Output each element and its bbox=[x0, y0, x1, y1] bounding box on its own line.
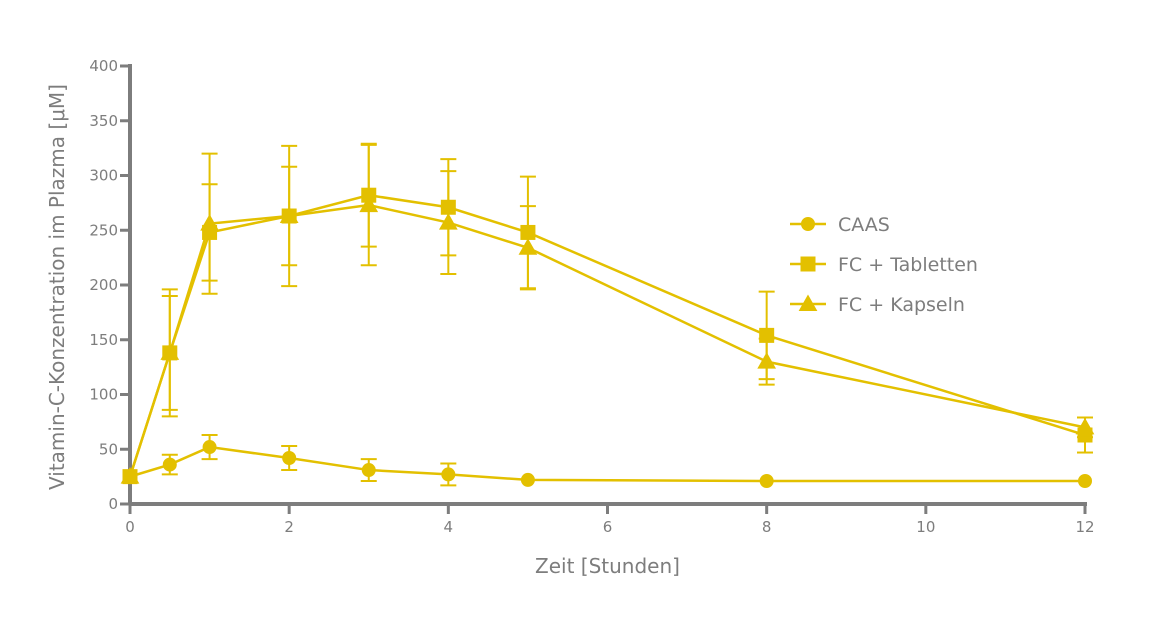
data-point-circle bbox=[759, 474, 774, 489]
data-point-circle bbox=[441, 467, 456, 482]
x-tick-label: 0 bbox=[125, 518, 135, 536]
series-triangle bbox=[120, 143, 1095, 484]
series-circle bbox=[123, 434, 1092, 489]
data-point-triangle bbox=[160, 343, 180, 360]
data-point-circle bbox=[1078, 474, 1092, 489]
data-point-triangle bbox=[120, 467, 140, 484]
legend-label: FC + Kapseln bbox=[838, 294, 965, 316]
legend-item: CAAS bbox=[790, 214, 890, 236]
data-point-triangle bbox=[518, 238, 538, 255]
legend-item: FC + Tabletten bbox=[790, 254, 978, 276]
data-point-triangle bbox=[359, 195, 379, 213]
data-point-triangle bbox=[279, 206, 299, 224]
x-axis-title: Zeit [Stunden] bbox=[535, 554, 680, 578]
legend-label: CAAS bbox=[838, 214, 890, 236]
series-line bbox=[129, 445, 1085, 483]
y-tick-label: 200 bbox=[89, 276, 118, 294]
y-tick-label: 0 bbox=[108, 495, 118, 513]
legend-marker-triangle bbox=[798, 294, 818, 311]
y-tick-label: 100 bbox=[89, 386, 118, 404]
x-tick-label: 4 bbox=[444, 518, 454, 536]
series-line bbox=[128, 193, 1086, 478]
y-axis-title: Vitamin-C-Konzentration im Plazma [μM] bbox=[45, 84, 69, 490]
legend-marker-circle bbox=[801, 217, 815, 231]
x-tick-label: 10 bbox=[916, 518, 935, 536]
legend-item: FC + Kapseln bbox=[790, 294, 965, 316]
data-point-circle bbox=[361, 463, 376, 478]
data-point-circle bbox=[282, 451, 297, 466]
data-point-triangle bbox=[1075, 417, 1095, 435]
legend: CAAS FC + Tabletten FC + Kapseln bbox=[790, 214, 978, 316]
y-tick-label: 400 bbox=[89, 57, 118, 75]
data-point-triangle bbox=[438, 213, 458, 230]
data-point-circle bbox=[520, 472, 535, 487]
legend-marker-square bbox=[800, 256, 816, 272]
x-tick-label: 12 bbox=[1075, 518, 1094, 536]
y-tick-label: 250 bbox=[89, 221, 118, 239]
data-point-circle bbox=[202, 440, 217, 455]
x-tick-label: 6 bbox=[603, 518, 613, 536]
x-tick-label: 2 bbox=[284, 518, 294, 536]
data-point-triangle bbox=[757, 352, 777, 369]
data-point-triangle bbox=[200, 214, 219, 231]
y-tick-label: 350 bbox=[89, 112, 118, 130]
x-tick-label: 8 bbox=[762, 518, 772, 536]
y-tick-label: 150 bbox=[89, 331, 118, 349]
series-layer bbox=[120, 142, 1095, 489]
legend-label: FC + Tabletten bbox=[838, 254, 978, 276]
series-line bbox=[128, 203, 1086, 478]
data-point-circle bbox=[162, 457, 177, 472]
axes: 0 50 100 150 200 250 300 350 400 0 2 4 6 8 10 12 bbox=[89, 57, 1094, 536]
y-tick-label: 50 bbox=[99, 440, 118, 458]
y-tick-label: 300 bbox=[89, 167, 118, 185]
